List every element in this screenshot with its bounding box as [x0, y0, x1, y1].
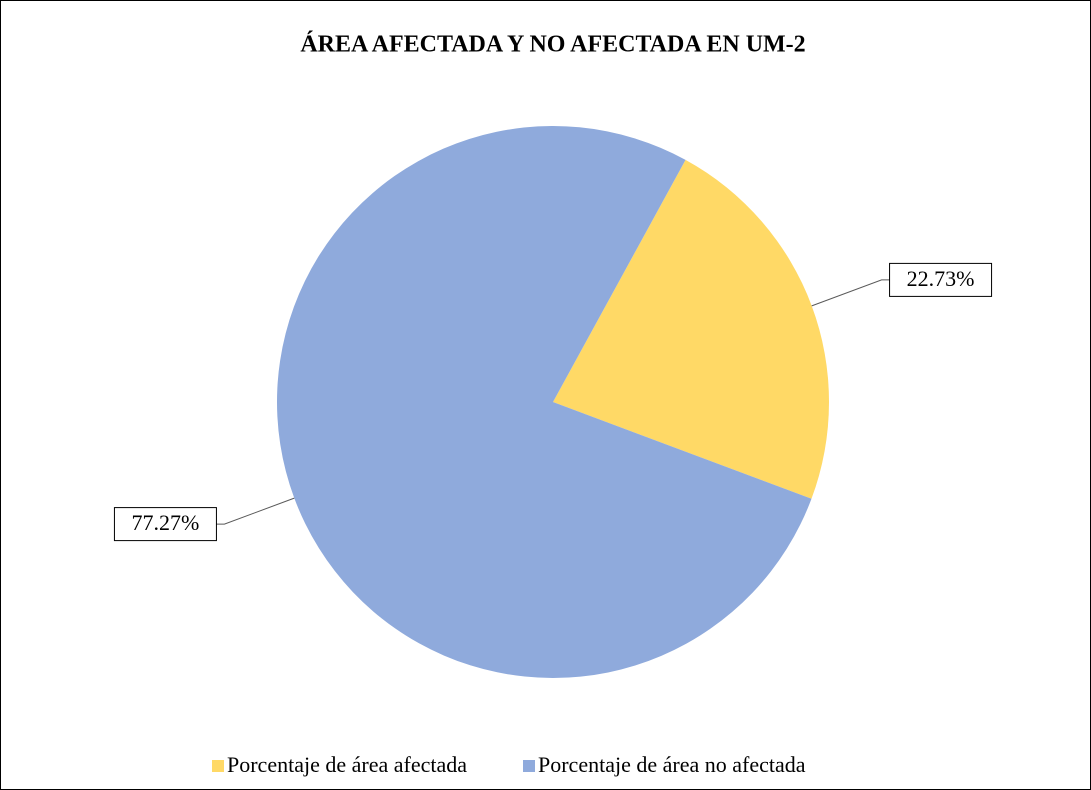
- legend-label: Porcentaje de área no afectada: [538, 752, 806, 777]
- legend-swatch: [212, 760, 224, 772]
- data-label-box: [113, 507, 217, 542]
- chart-title: ÁREA AFECTADA Y NO AFECTADA EN UM-2: [300, 32, 805, 58]
- data-label-box: [889, 262, 993, 297]
- pie-slice: [553, 159, 829, 499]
- legend-swatch: [523, 760, 535, 772]
- data-label: 22.73%: [907, 266, 975, 291]
- leader-line: [811, 279, 890, 307]
- leader-line: [216, 497, 295, 525]
- data-label: 77.27%: [132, 510, 200, 535]
- legend-label: Porcentaje de área afectada: [227, 752, 467, 777]
- pie-slice: [276, 125, 812, 678]
